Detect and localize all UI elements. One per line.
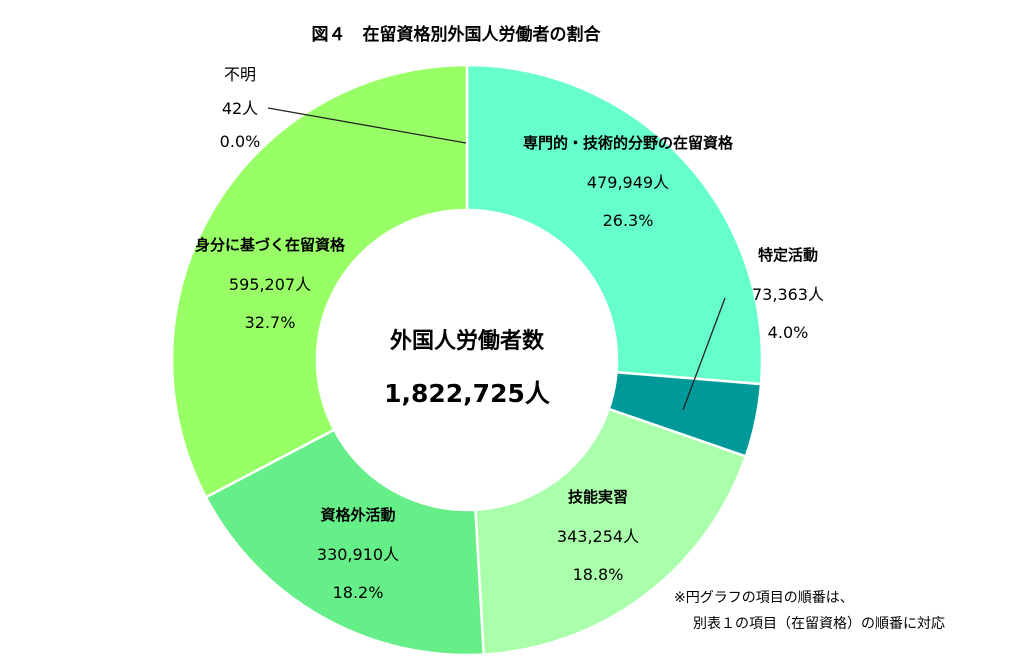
svg-text:資格外活動: 資格外活動	[320, 506, 395, 524]
footnote-line-1: ※円グラフの項目の順番は、	[674, 590, 854, 606]
svg-text:595,207人: 595,207人	[229, 275, 311, 294]
svg-text:18.8%: 18.8%	[573, 565, 624, 584]
svg-text:18.2%: 18.2%	[333, 583, 384, 602]
svg-text:330,910人: 330,910人	[317, 545, 399, 564]
svg-text:479,949人: 479,949人	[587, 173, 669, 192]
svg-text:73,363人: 73,363人	[752, 285, 824, 304]
slice-status-based	[170, 63, 469, 499]
chart-title: 図４ 在留資格別外国人労働者の割合	[312, 24, 602, 45]
svg-text:不明: 不明	[224, 65, 256, 84]
svg-text:技能実習: 技能実習	[568, 488, 628, 506]
svg-text:42人: 42人	[222, 99, 258, 118]
svg-text:専門的・技術的分野の在留資格: 専門的・技術的分野の在留資格	[523, 134, 734, 152]
svg-text:26.3%: 26.3%	[603, 211, 654, 230]
center-label: 外国人労働者数	[390, 328, 545, 354]
slice-label-designated-activities: 特定活動 73,363人 4.0%	[752, 246, 824, 342]
slice-label-unknown: 不明 42人 0.0%	[220, 65, 261, 151]
slice-label-status-based: 身分に基づく在留資格 595,207人 32.7%	[195, 236, 346, 332]
slice-label-technical-intern: 技能実習 343,254人 18.8%	[557, 488, 639, 584]
svg-text:343,254人: 343,254人	[557, 527, 639, 546]
svg-text:4.0%: 4.0%	[768, 323, 809, 342]
donut-slices	[170, 63, 764, 657]
slice-outside-status	[204, 428, 485, 657]
slice-professional	[465, 63, 764, 386]
svg-text:特定活動: 特定活動	[758, 246, 818, 264]
slice-label-professional: 専門的・技術的分野の在留資格 479,949人 26.3%	[523, 134, 734, 230]
leader-line-designated-activities	[682, 297, 726, 411]
footnote-line-2: 別表１の項目（在留資格）の順番に対応	[693, 616, 945, 632]
leader-line-unknown	[267, 107, 467, 144]
slice-technical-intern	[474, 407, 748, 656]
svg-text:32.7%: 32.7%	[245, 313, 296, 332]
center-total: 1,822,725人	[384, 379, 550, 408]
slice-label-outside-status: 資格外活動 330,910人 18.2%	[317, 506, 399, 602]
svg-text:身分に基づく在留資格: 身分に基づく在留資格	[195, 236, 346, 254]
svg-text:0.0%: 0.0%	[220, 132, 261, 151]
